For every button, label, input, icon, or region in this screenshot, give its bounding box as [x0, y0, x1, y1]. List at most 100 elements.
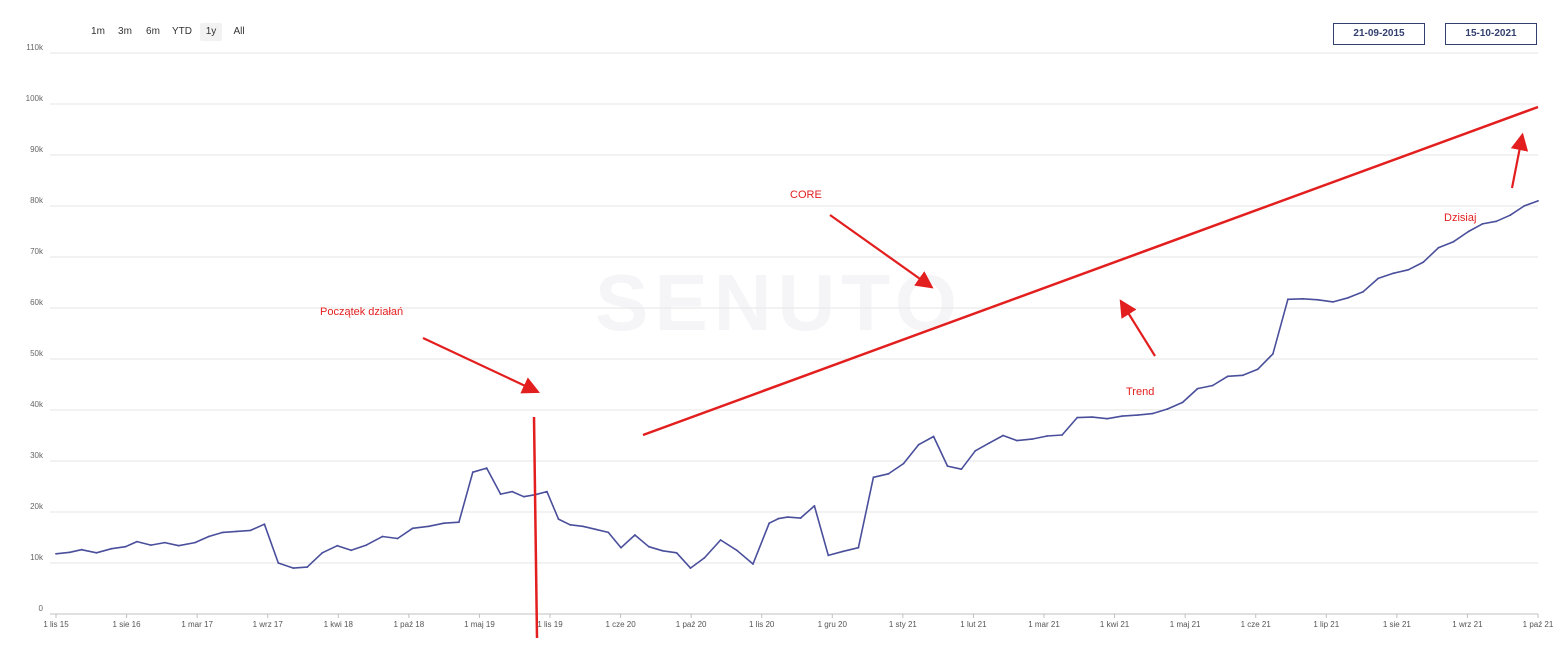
range-button-3m[interactable]: 3m [118, 26, 132, 37]
data-point [249, 529, 252, 532]
data-point [411, 527, 414, 530]
data-point [1302, 297, 1304, 300]
data-point [396, 537, 399, 540]
x-tick-label: 1 sty 21 [889, 620, 918, 629]
data-point [471, 471, 474, 474]
data-point [1407, 268, 1410, 271]
data-point [799, 517, 802, 519]
data-point [1091, 416, 1094, 418]
data-point [581, 525, 584, 528]
date-from-input[interactable]: 21-09-2015 [1333, 23, 1425, 45]
data-point [607, 531, 610, 534]
data-point [306, 566, 309, 568]
series-line [55, 200, 1539, 569]
data-point [1256, 368, 1259, 371]
data-point [1272, 353, 1274, 355]
data-point [1495, 220, 1498, 223]
data-point [546, 490, 548, 493]
data-point [786, 516, 789, 518]
y-tick-label: 30k [30, 451, 44, 460]
data-point [485, 467, 488, 469]
data-point [887, 472, 890, 475]
x-tick-label: 1 wrz 21 [1452, 620, 1483, 629]
data-point [1151, 412, 1154, 415]
data-point [569, 523, 571, 526]
data-point [1317, 298, 1319, 301]
watermark: SENUTO [595, 258, 963, 347]
data-point [1377, 277, 1380, 280]
data-point [960, 468, 963, 471]
data-point [1226, 375, 1229, 378]
data-point [1437, 246, 1440, 249]
core-arrow [829, 214, 934, 289]
data-point [381, 535, 384, 538]
data-point [163, 541, 166, 544]
data-point [661, 549, 664, 552]
y-tick-label: 100k [26, 94, 44, 103]
data-point [235, 530, 238, 533]
data-point [336, 544, 339, 547]
data-point [55, 552, 57, 555]
data-point [277, 562, 280, 564]
x-tick-label: 1 lis 20 [749, 620, 775, 629]
y-tick-label: 90k [30, 145, 44, 154]
data-point [1166, 408, 1169, 410]
x-tick-label: 1 maj 21 [1170, 620, 1201, 629]
data-point [675, 551, 678, 554]
data-point [177, 544, 180, 547]
annotation-start-label: Początek działań [320, 306, 404, 318]
data-point [1106, 417, 1109, 420]
data-point [1211, 384, 1214, 387]
y-tick-label: 80k [30, 196, 44, 205]
range-button-1y[interactable]: 1y [200, 23, 222, 41]
data-point [124, 545, 127, 548]
trend-arrow [1119, 299, 1156, 357]
x-tick-label: 1 cze 20 [605, 620, 636, 629]
data-point [872, 476, 875, 479]
data-point [1121, 415, 1124, 417]
data-point [95, 551, 98, 554]
y-tick-label: 40k [30, 400, 44, 409]
data-point [499, 493, 502, 495]
x-tick-label: 1 wrz 17 [253, 620, 284, 629]
data-point [1537, 200, 1539, 202]
today-arrow [1510, 132, 1529, 189]
y-tick-label: 110k [26, 43, 44, 52]
data-point [207, 535, 210, 538]
data-point [719, 539, 722, 541]
data-point [1002, 434, 1004, 437]
range-button-6m[interactable]: 6m [146, 26, 160, 37]
range-button-all[interactable]: All [233, 26, 245, 37]
data-point [689, 567, 692, 569]
x-tick-label: 1 sie 16 [113, 620, 142, 629]
annotation-today-label: Dzisiaj [1444, 212, 1477, 224]
data-point [813, 505, 816, 507]
data-point [443, 522, 445, 525]
data-point [136, 540, 138, 543]
data-point [557, 518, 560, 520]
range-button-1m[interactable]: 1m [91, 26, 105, 37]
data-point [1016, 439, 1018, 442]
x-tick-label: 1 lis 15 [43, 620, 69, 629]
start-arrow [422, 337, 540, 394]
date-to-input[interactable]: 15-10-2021 [1445, 23, 1537, 45]
data-point [703, 557, 706, 559]
data-point [946, 465, 949, 467]
data-point [594, 528, 597, 531]
data-point [634, 534, 636, 536]
data-point [1509, 214, 1512, 217]
range-button-ytd[interactable]: YTD [172, 26, 192, 37]
data-point [974, 449, 977, 452]
data-point [1287, 298, 1289, 301]
x-tick-label: 1 kwi 18 [324, 620, 354, 629]
x-tick-label: 1 paź 20 [676, 620, 707, 629]
data-point [194, 541, 196, 544]
data-point [1452, 240, 1455, 243]
y-tick-label: 10k [30, 553, 44, 562]
x-tick-label: 1 lip 21 [1313, 620, 1339, 629]
annotation-arrows [422, 105, 1539, 639]
data-point [768, 522, 771, 525]
data-point [857, 546, 860, 549]
y-tick-label: 20k [30, 502, 44, 511]
data-point [1181, 401, 1184, 404]
